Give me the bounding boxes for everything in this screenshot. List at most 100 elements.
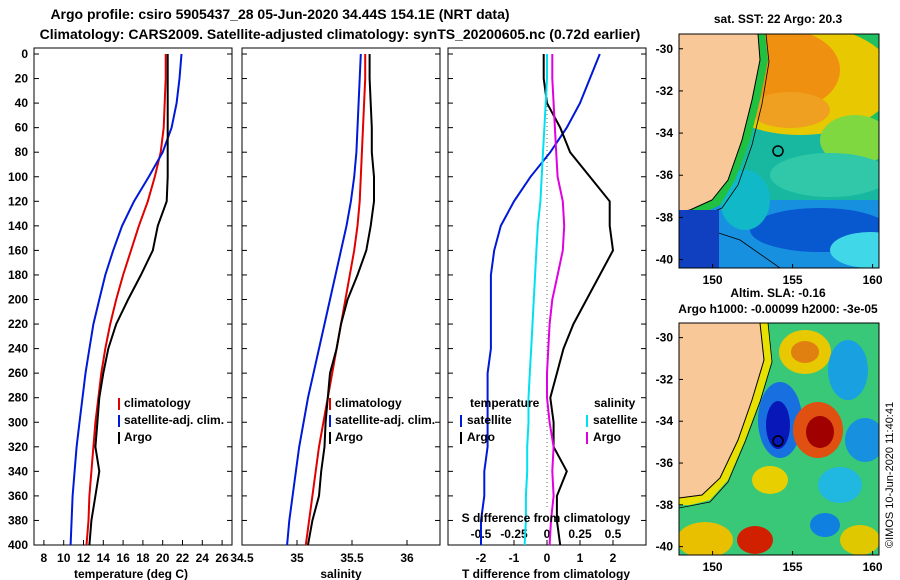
map-lat-label: -30 [656,331,674,345]
x-tick-label: 22 [176,551,190,565]
legend-argo: Argo [335,430,363,444]
sst-map-frame [678,33,880,269]
depth-tick-label: 200 [8,293,28,307]
map-lat-label: -32 [656,84,674,98]
salinity-legend: climatology satellite-adj. clim. Argo [329,396,435,444]
legend-t-argo: Argo [467,430,495,444]
depth-tick-label: 180 [8,268,28,282]
depth-tick-label: 340 [8,464,28,478]
map-lat-label: -40 [656,253,674,267]
x-tick-label: 8 [41,551,48,565]
depth-tick-label: 260 [8,366,28,380]
legend-salinity-title: salinity [594,396,636,410]
depth-tick-label: 280 [8,391,28,405]
depth-tick-label: 220 [8,317,28,331]
x-tick-label: 26 [215,551,229,565]
temperature-xlabel: temperature (deg C) [74,567,188,580]
x-tick-label: 10 [57,551,71,565]
x-tick-label: 0 [544,551,551,565]
legend-temperature-title: temperature [470,396,540,410]
x-tick-label: -1 [509,551,520,565]
sla-float-marker [772,435,784,447]
map-lon-label: 155 [783,560,803,574]
map-lon-label: 160 [863,560,883,574]
x-tick-label: 35.5 [340,551,364,565]
x-tick-label: 16 [116,551,130,565]
salinity-xlabel: salinity [320,567,362,580]
map-lon-label: 155 [783,273,803,287]
x-tick-label: 35 [290,551,304,565]
legend-satellite-adj: satellite-adj. clim. [124,413,224,427]
depth-tick-label: 20 [15,72,29,86]
depth-tick-label: 300 [8,415,28,429]
legend-s-argo: Argo [593,430,621,444]
sla-map [679,323,879,555]
map-lon-label: 150 [703,560,723,574]
map-lon-label: 150 [703,273,723,287]
legend-climatology: climatology [124,396,191,410]
x-tick-label: 24 [196,551,210,565]
x2-tick-label: 0 [544,527,551,541]
x-tick-label: 1 [577,551,584,565]
legend-t-satellite: satellite [467,413,512,427]
series-line-climatology [85,54,167,546]
s-difference-xlabel: S difference from climatology [462,511,631,525]
x-tick-label: 14 [97,551,111,565]
series-line-temperature-satellite [480,53,601,545]
t-difference-xlabel: T difference from climatology [462,567,630,580]
sla-map-title-1: Altim. SLA: -0.16 [730,286,826,300]
legend-s-satellite: satellite [593,413,638,427]
difference-legend: temperature satellite Argo salinity sate… [460,396,638,444]
depth-tick-label: 240 [8,342,28,356]
depth-tick-label: 100 [8,170,28,184]
x2-tick-label: -0.25 [500,527,528,541]
temperature-legend: climatology satellite-adj. clim. Argo [118,396,224,444]
x-tick-label: 12 [77,551,91,565]
series-line-salinity-argo [546,54,566,546]
depth-tick-label: 400 [8,538,28,552]
depth-tick-label: 380 [8,513,28,527]
profile-title: Argo profile: csiro 5905437_28 05-Jun-20… [50,6,510,22]
series-line-satellite-adj-clim- [286,53,362,546]
climatology-title: Climatology: CARS2009. Satellite-adjuste… [39,26,641,42]
sst-map-title: sat. SST: 22 Argo: 20.3 [714,12,843,26]
map-lat-label: -32 [656,372,674,386]
map-lat-label: -36 [656,168,674,182]
x-tick-label: -2 [476,551,487,565]
salinity-panel-frame [241,47,441,546]
x-tick-label: 34.5 [230,551,254,565]
sla-map-title-2: Argo h1000: -0.00099 h2000: -3e-05 [678,302,878,316]
temperature-panel-frame [33,47,233,546]
depth-tick-label: 80 [15,145,29,159]
x-tick-label: 20 [156,551,170,565]
series-line-salinity-satellite [523,54,548,546]
series-line-argo [307,54,375,546]
map-lat-label: -40 [656,540,674,554]
legend-satellite-adj: satellite-adj. clim. [335,413,435,427]
depth-tick-label: 320 [8,440,28,454]
map-lat-label: -38 [656,210,674,224]
map-lat-label: -34 [656,126,674,140]
legend-climatology: climatology [335,396,402,410]
map-lat-label: -38 [656,498,674,512]
x2-tick-label: 0.25 [568,527,592,541]
series-line-argo [88,54,169,546]
x-tick-label: 36 [400,551,414,565]
sst-float-marker [772,145,784,157]
x-tick-label: 18 [136,551,150,565]
depth-tick-label: 140 [8,219,28,233]
map-lon-label: 160 [863,273,883,287]
sst-map [679,34,879,268]
x2-tick-label: 0.5 [605,527,622,541]
map-lat-label: -36 [656,456,674,470]
depth-tick-label: 360 [8,489,28,503]
map-lat-label: -30 [656,42,674,56]
series-line-temperature-argo [542,54,615,546]
series-line-climatology [304,54,367,546]
depth-tick-label: 0 [21,47,28,61]
depth-tick-label: 160 [8,243,28,257]
depth-tick-label: 60 [15,121,29,135]
x-tick-label: 2 [610,551,617,565]
imos-watermark: ©IMOS 10-Jun-2020 11:40:41 [884,402,896,548]
